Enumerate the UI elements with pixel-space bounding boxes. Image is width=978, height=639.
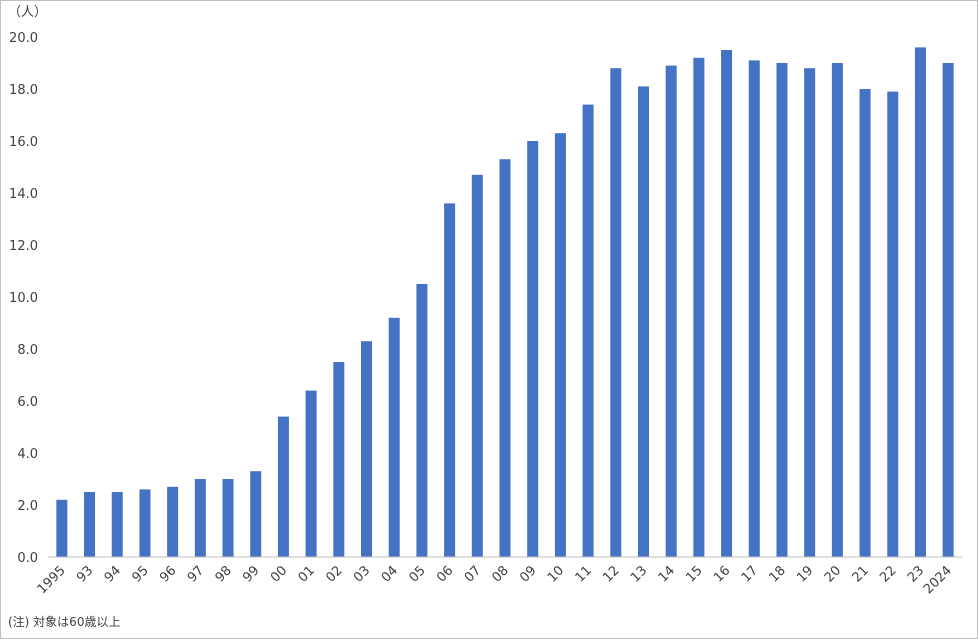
y-tick-label: 14.0 (9, 187, 38, 202)
bar (250, 471, 262, 557)
bar (277, 416, 289, 557)
bar (721, 50, 733, 557)
bar (416, 284, 428, 557)
y-tick-label: 0.0 (17, 551, 38, 566)
y-tick-label: 4.0 (17, 447, 38, 462)
note: (注) 対象は60歳以上 (8, 614, 120, 629)
bar (610, 68, 622, 557)
bar (444, 203, 456, 557)
y-tick-label: 2.0 (17, 499, 38, 514)
bar (887, 91, 899, 557)
bar (582, 104, 594, 557)
bar (637, 86, 649, 558)
bar (222, 479, 234, 557)
y-tick-label: 12.0 (9, 239, 38, 254)
bar (665, 65, 677, 557)
bar (333, 362, 345, 557)
y-tick-label: 6.0 (17, 395, 38, 410)
bar (693, 57, 705, 558)
y-tick-label: 18.0 (9, 83, 38, 98)
bar (84, 492, 96, 557)
bar (859, 89, 871, 557)
y-tick-label: 8.0 (17, 343, 38, 358)
bar (748, 60, 760, 558)
bar (361, 341, 373, 557)
bar (831, 63, 843, 557)
unit-label: （人） (8, 5, 47, 20)
bar (804, 68, 816, 557)
y-tick-label: 10.0 (9, 291, 38, 306)
bar (914, 47, 926, 558)
bar (194, 479, 206, 557)
y-tick-label: 20.0 (9, 31, 38, 46)
bar (471, 174, 483, 558)
bar (167, 486, 179, 557)
bar (776, 63, 788, 557)
bar (139, 489, 151, 557)
bar (554, 133, 566, 557)
bar (56, 499, 68, 557)
bar (305, 390, 317, 557)
bar (499, 159, 511, 557)
bar (388, 317, 400, 557)
bar (111, 492, 123, 557)
bar (942, 63, 954, 557)
bar (527, 141, 539, 557)
y-tick-label: 16.0 (9, 135, 38, 150)
